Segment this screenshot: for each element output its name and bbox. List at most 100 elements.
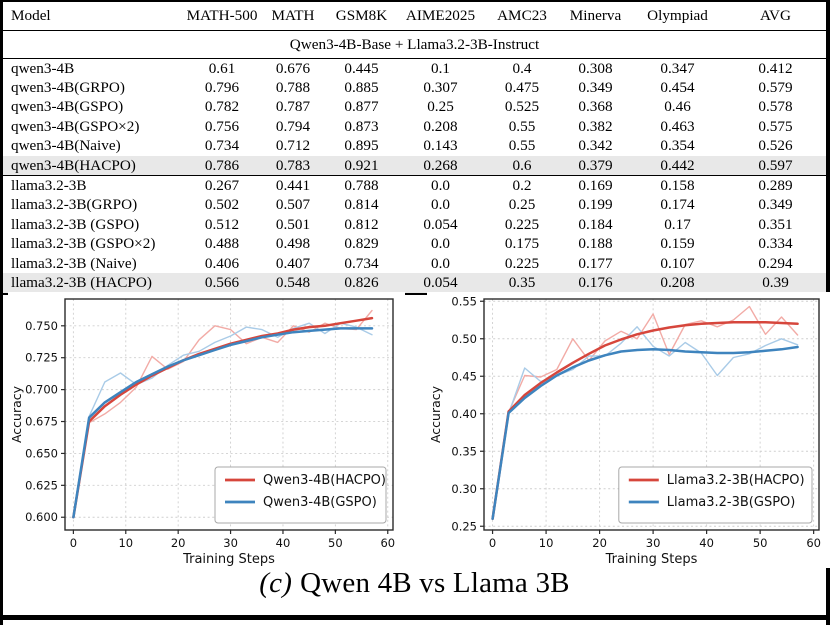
value-cell: 0.294 bbox=[758, 254, 793, 272]
ytick-label: 0.25 bbox=[451, 519, 477, 533]
table-row: llama3.2-3B (GSPO) 0.512 0.501 0.812 0.054 0.… bbox=[3, 215, 826, 234]
xtick-label: 30 bbox=[223, 536, 238, 550]
value-cell: 0.794 bbox=[275, 117, 311, 135]
value-cell: 0.526 bbox=[758, 137, 793, 155]
value-cell: 0.796 bbox=[204, 79, 240, 97]
value-cell: 0.501 bbox=[275, 215, 311, 233]
x-axis-label: Training Steps bbox=[182, 552, 275, 567]
ytick-label: 0.750 bbox=[25, 319, 58, 333]
model-name-cell: llama3.2-3B bbox=[11, 177, 87, 195]
value-cell: 0.267 bbox=[204, 177, 240, 195]
value-cell: 0.463 bbox=[660, 117, 695, 135]
value-cell: 0.442 bbox=[660, 156, 695, 174]
ytick-label: 0.725 bbox=[25, 351, 58, 365]
table-header: Model MATH-500 MATH GSM8K AIME2025 AMC23 Miner… bbox=[3, 1, 826, 31]
bottom-rule bbox=[0, 615, 830, 620]
value-cell: 0.895 bbox=[344, 137, 379, 155]
legend-box bbox=[214, 466, 387, 524]
value-cell: 0.0 bbox=[431, 177, 450, 195]
value-cell: 0.406 bbox=[204, 254, 240, 272]
value-cell: 0.61 bbox=[208, 59, 236, 77]
value-cell: 0.597 bbox=[758, 156, 793, 174]
ytick-label: 0.40 bbox=[451, 407, 477, 421]
table-row: llama3.2-3B (GSPO×2) 0.488 0.498 0.829 0.0 0.… bbox=[3, 235, 826, 254]
xtick-label: 60 bbox=[806, 536, 821, 550]
charts-row: 0.600 0.625 0.650 0.675 0.700 0.725 0.750 0 10 20… bbox=[8, 292, 830, 570]
value-cell: 0.812 bbox=[344, 215, 379, 233]
value-cell: 0.885 bbox=[344, 79, 379, 97]
qwen-accuracy-chart: 0.600 0.625 0.650 0.675 0.700 0.725 0.750 0 10 20… bbox=[8, 292, 405, 568]
value-cell: 0.225 bbox=[504, 215, 540, 233]
y-axis-label: Accuracy bbox=[9, 385, 24, 443]
ytick-label: 0.55 bbox=[451, 294, 477, 308]
y-axis-label: Accuracy bbox=[428, 385, 443, 443]
table-row: qwen3-4B(GRPO) 0.796 0.788 0.885 0.307 0.475 0… bbox=[3, 78, 826, 97]
xtick-label: 60 bbox=[380, 536, 395, 550]
value-cell: 0.351 bbox=[758, 215, 793, 233]
value-cell: 0.35 bbox=[508, 273, 536, 291]
column-header: Minerva bbox=[569, 7, 622, 24]
table-header-row: Model MATH-500 MATH GSM8K AIME2025 AMC23 Miner… bbox=[3, 1, 826, 31]
model-name-cell: llama3.2-3B (GSPO) bbox=[11, 215, 140, 233]
raw-series-blue bbox=[72, 322, 373, 518]
value-cell: 0.787 bbox=[275, 98, 311, 116]
xtick-label: 10 bbox=[118, 536, 133, 550]
value-cell: 0.308 bbox=[578, 59, 613, 77]
column-header: Olympiad bbox=[647, 7, 708, 24]
table-row: llama3.2-3B 0.267 0.441 0.788 0.0 0.2 0.169 0.1… bbox=[3, 176, 826, 196]
value-cell: 0.0 bbox=[431, 254, 450, 272]
xtick-label: 0 bbox=[70, 536, 77, 550]
xtick-label: 30 bbox=[646, 536, 661, 550]
x-axis-label: Training Steps bbox=[605, 552, 698, 567]
results-table: Model MATH-500 MATH GSM8K AIME2025 AMC23 Miner… bbox=[3, 0, 826, 295]
plot-frame bbox=[64, 298, 394, 531]
series-blue bbox=[491, 345, 799, 521]
value-cell: 0.307 bbox=[423, 79, 458, 97]
value-cell: 0.174 bbox=[660, 196, 695, 214]
value-cell: 0.788 bbox=[344, 177, 379, 195]
value-cell: 0.502 bbox=[204, 196, 240, 214]
value-cell: 0.349 bbox=[578, 79, 613, 97]
value-cell: 0.782 bbox=[204, 98, 240, 116]
column-header: AVG bbox=[760, 7, 791, 24]
model-name-cell: qwen3-4B(Naive) bbox=[11, 137, 121, 155]
value-cell: 0.578 bbox=[758, 98, 793, 116]
xtick-label: 40 bbox=[699, 536, 714, 550]
value-cell: 0.208 bbox=[423, 117, 458, 135]
value-cell: 0.525 bbox=[504, 98, 540, 116]
value-cell: 0.566 bbox=[204, 273, 240, 291]
value-cell: 0.712 bbox=[275, 137, 311, 155]
value-cell: 0.512 bbox=[204, 215, 240, 233]
value-cell: 0.169 bbox=[578, 177, 613, 195]
model-name-cell: llama3.2-3B (GSPO×2) bbox=[11, 235, 156, 253]
model-name-cell: qwen3-4B(HACPO) bbox=[11, 156, 136, 174]
value-cell: 0.756 bbox=[204, 117, 240, 135]
value-cell: 0.877 bbox=[344, 98, 379, 116]
column-header: AMC23 bbox=[497, 7, 547, 24]
legend-label: Qwen3-4B(GSPO) bbox=[263, 495, 377, 510]
value-cell: 0.188 bbox=[578, 235, 613, 253]
caption-text: Qwen 4B vs Llama 3B bbox=[300, 567, 570, 599]
value-cell: 0.498 bbox=[275, 235, 311, 253]
value-cell: 0.159 bbox=[660, 235, 695, 253]
value-cell: 0.814 bbox=[344, 196, 379, 214]
legend-box bbox=[618, 466, 813, 524]
model-name-cell: llama3.2-3B (HACPO) bbox=[11, 273, 152, 291]
column-header: GSM8K bbox=[335, 7, 388, 24]
value-cell: 0.334 bbox=[758, 235, 793, 253]
table-row: llama3.2-3B(GRPO) 0.502 0.507 0.814 0.0 0.25 0… bbox=[3, 196, 826, 215]
value-cell: 0.788 bbox=[275, 79, 311, 97]
value-cell: 0.676 bbox=[275, 59, 311, 77]
value-cell: 0.054 bbox=[423, 215, 458, 233]
xtick-label: 50 bbox=[328, 536, 343, 550]
ytick-label: 0.700 bbox=[25, 383, 58, 397]
value-cell: 0.349 bbox=[758, 196, 793, 214]
value-cell: 0.39 bbox=[762, 273, 789, 291]
ytick-label: 0.45 bbox=[451, 369, 477, 383]
xtick-label: 0 bbox=[489, 536, 496, 550]
value-cell: 0.208 bbox=[660, 273, 695, 291]
ytick-label: 0.30 bbox=[451, 482, 477, 496]
value-cell: 0.25 bbox=[508, 196, 536, 214]
table-row: qwen3-4B 0.61 0.676 0.445 0.1 0.4 0.308 0.347 0.… bbox=[3, 59, 826, 79]
value-cell: 0.55 bbox=[508, 137, 536, 155]
